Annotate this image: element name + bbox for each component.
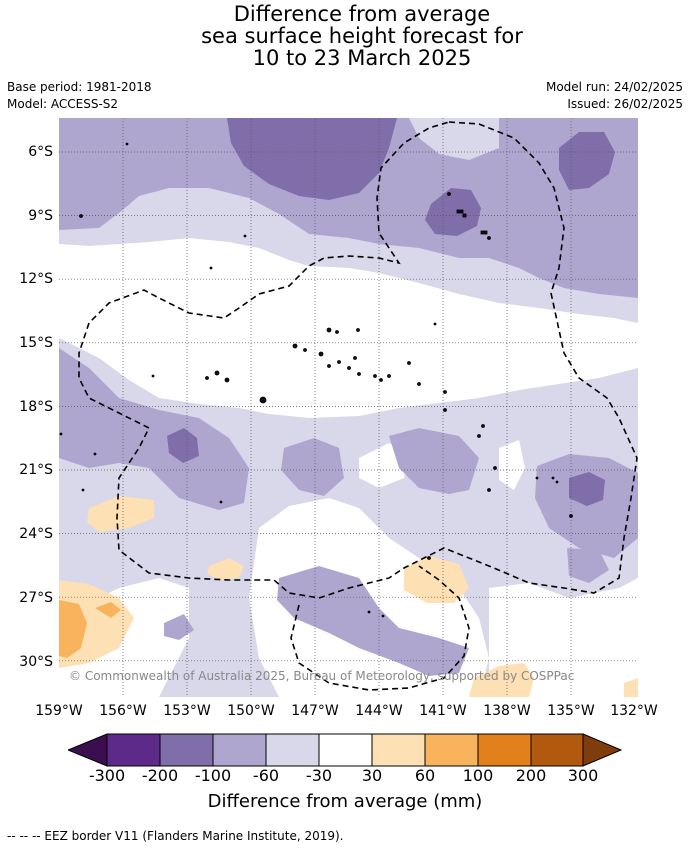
lon-label: 156°W bbox=[99, 703, 147, 719]
contour-medium-south-1 bbox=[59, 348, 249, 510]
lat-label: 12°S bbox=[19, 271, 53, 287]
colorbar-tick-label: 60 bbox=[414, 766, 436, 785]
islands bbox=[59, 142, 573, 618]
colorbar-swatch bbox=[424, 733, 479, 767]
contour-pale-orange-2 bbox=[207, 558, 244, 580]
colorbar-tick-label: -300 bbox=[88, 766, 126, 785]
colorbar-swatch bbox=[371, 733, 426, 767]
colorbar-swatch bbox=[106, 733, 161, 767]
colorbar-tick-label: 300 bbox=[567, 766, 599, 785]
contour-light-topright bbox=[409, 118, 499, 160]
contour-medium-south-5 bbox=[277, 566, 469, 676]
contour-medium-south-2 bbox=[281, 438, 344, 496]
lon-label: 135°W bbox=[547, 703, 595, 719]
contour-dark-south-1 bbox=[167, 428, 199, 463]
lat-label: 21°S bbox=[19, 462, 53, 478]
colorbar-swatch bbox=[318, 733, 373, 767]
colorbar-title: Difference from average (mm) bbox=[207, 791, 483, 812]
title-line-1: Difference from average bbox=[233, 2, 491, 26]
colorbar-tick-label: 200 bbox=[515, 766, 547, 785]
colorbar-tick-label: -30 bbox=[305, 766, 333, 785]
contour-white-south-5 bbox=[499, 440, 525, 490]
lat-label: 30°S bbox=[19, 654, 53, 670]
lon-label: 147°W bbox=[291, 703, 339, 719]
colorbar-swatch bbox=[530, 733, 584, 767]
model-name: Model: ACCESS-S2 bbox=[7, 97, 119, 111]
contour-orange-1 bbox=[59, 600, 87, 658]
base-period: Base period: 1981-2018 bbox=[7, 80, 152, 94]
graticule bbox=[59, 118, 638, 697]
lat-label: 15°S bbox=[19, 335, 53, 351]
lon-label: 138°W bbox=[483, 703, 531, 719]
title-line-3: 10 to 23 March 2025 bbox=[252, 46, 472, 70]
issued-date: Issued: 26/02/2025 bbox=[567, 97, 683, 111]
title-line-2: sea surface height forecast for bbox=[201, 24, 523, 48]
contour-dark-south-2 bbox=[569, 472, 605, 506]
sea-surface-height-map bbox=[59, 118, 638, 697]
contour-pale-orange-1 bbox=[87, 496, 154, 532]
colorbar-swatch bbox=[265, 733, 320, 767]
contour-medium-south-7 bbox=[567, 548, 609, 583]
lat-label: 27°S bbox=[19, 590, 53, 606]
lon-label: 132°W bbox=[610, 703, 658, 719]
contour-medium-south-6 bbox=[164, 614, 194, 640]
colorbar-swatch bbox=[477, 733, 532, 767]
meta-left: Base period: 1981-2018 Model: ACCESS-S2 bbox=[7, 79, 152, 113]
colorbar-min-arrow bbox=[68, 733, 108, 767]
colorbar-tick-label: -60 bbox=[252, 766, 280, 785]
contour-dark-north-2 bbox=[425, 188, 481, 236]
lat-label: 18°S bbox=[19, 399, 53, 415]
copyright-notice: © Commonwealth of Australia 2025, Bureau… bbox=[69, 669, 575, 683]
colorbar-tick-label: -100 bbox=[194, 766, 232, 785]
contour-pale-orange-6 bbox=[624, 678, 638, 697]
map-title: Difference from average sea surface heig… bbox=[0, 3, 690, 69]
contour-dark-north-3 bbox=[559, 132, 615, 190]
lat-label: 6°S bbox=[28, 144, 53, 160]
contour-pale-orange-5 bbox=[469, 663, 534, 697]
lat-label: 9°S bbox=[28, 208, 53, 224]
colorbar-tick-label: 30 bbox=[361, 766, 383, 785]
contour-medium-south-3 bbox=[389, 428, 479, 494]
colorbar-max-arrow bbox=[582, 733, 622, 767]
lon-label: 144°W bbox=[355, 703, 403, 719]
colorbar-tick-label: -200 bbox=[141, 766, 179, 785]
lon-label: 150°W bbox=[227, 703, 275, 719]
contour-dark-north-1 bbox=[227, 118, 397, 200]
lon-label: 141°W bbox=[419, 703, 467, 719]
contour-medium-north bbox=[59, 118, 638, 298]
contour-medium-south-4 bbox=[535, 454, 638, 558]
eez-legend: -- -- -- EEZ border V11 (Flanders Marine… bbox=[7, 829, 344, 843]
lat-label: 24°S bbox=[19, 526, 53, 542]
colorbar-swatch bbox=[159, 733, 214, 767]
lon-label: 153°W bbox=[163, 703, 211, 719]
model-run: Model run: 24/02/2025 bbox=[545, 80, 683, 94]
lon-label: 159°W bbox=[35, 703, 83, 719]
colorbar-tick-label: 100 bbox=[462, 766, 494, 785]
colorbar-swatch bbox=[212, 733, 267, 767]
contour-orange-2 bbox=[95, 602, 121, 618]
meta-right: Model run: 24/02/2025 Issued: 26/02/2025 bbox=[546, 79, 683, 113]
colorbar bbox=[68, 733, 622, 767]
eez-border bbox=[78, 121, 638, 691]
